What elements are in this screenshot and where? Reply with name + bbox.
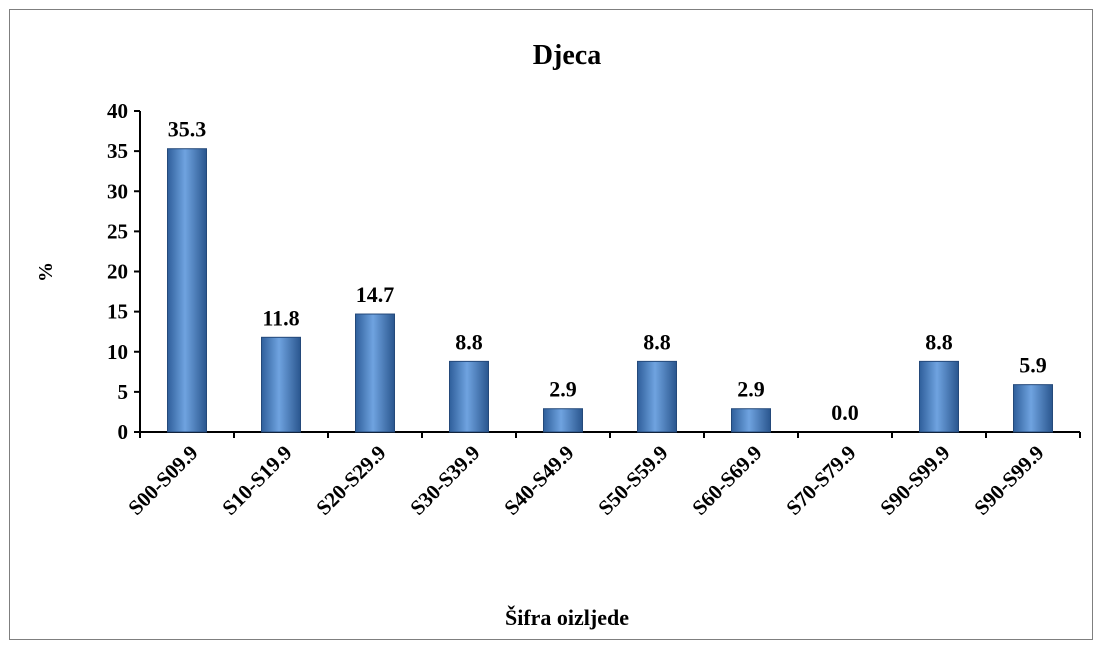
data-label-7: 2.9 bbox=[737, 377, 765, 402]
category-label-8: S70-S79.9 bbox=[781, 441, 860, 520]
category-label-2: S10-S19.9 bbox=[217, 441, 296, 520]
bar-7 bbox=[731, 408, 771, 433]
data-label-1: 35.3 bbox=[168, 117, 207, 142]
bar-10 bbox=[1013, 384, 1053, 433]
y-tick-label: 10 bbox=[107, 340, 128, 364]
data-label-2: 11.8 bbox=[262, 305, 299, 330]
y-tick-label: 15 bbox=[107, 300, 128, 324]
y-tick-label: 20 bbox=[107, 260, 128, 284]
data-label-5: 2.9 bbox=[549, 377, 577, 402]
y-axis-label: % bbox=[35, 262, 57, 282]
bar-4 bbox=[449, 360, 489, 433]
data-label-10: 5.9 bbox=[1019, 353, 1047, 378]
category-label-6: S50-S59.9 bbox=[593, 441, 672, 520]
bar-9 bbox=[919, 360, 959, 433]
category-label-1: S00-S09.9 bbox=[123, 441, 202, 520]
category-label-10: S90-S99.9 bbox=[969, 441, 1048, 520]
category-label-3: S20-S29.9 bbox=[311, 441, 390, 520]
x-axis-label: Šifra oizljede bbox=[505, 605, 629, 630]
bar-2 bbox=[261, 336, 301, 433]
y-tick-label: 25 bbox=[107, 219, 128, 243]
category-label-5: S40-S49.9 bbox=[499, 441, 578, 520]
y-tick-label: 40 bbox=[107, 99, 128, 123]
y-tick-label: 0 bbox=[118, 420, 129, 444]
category-label-9: S90-S99.9 bbox=[875, 441, 954, 520]
y-tick-label: 35 bbox=[107, 139, 128, 163]
y-tick-label: 30 bbox=[107, 179, 128, 203]
plot-area: 0 5 10 15 20 25 30 35 40 35.3 S00-S09.9 11.8 S10-S19… bbox=[107, 99, 1081, 520]
bar-1 bbox=[167, 148, 207, 433]
data-label-8: 0.0 bbox=[831, 400, 859, 425]
category-label-7: S60-S69.9 bbox=[687, 441, 766, 520]
data-label-9: 8.8 bbox=[925, 329, 953, 354]
category-label-4: S30-S39.9 bbox=[405, 441, 484, 520]
data-label-3: 14.7 bbox=[356, 282, 395, 307]
bar-6 bbox=[637, 360, 677, 433]
data-label-6: 8.8 bbox=[643, 329, 671, 354]
bar-3 bbox=[355, 313, 395, 433]
data-label-4: 8.8 bbox=[455, 329, 483, 354]
chart-title: Djeca bbox=[533, 40, 601, 71]
y-tick-label: 5 bbox=[118, 380, 129, 404]
bar-5 bbox=[543, 408, 583, 433]
